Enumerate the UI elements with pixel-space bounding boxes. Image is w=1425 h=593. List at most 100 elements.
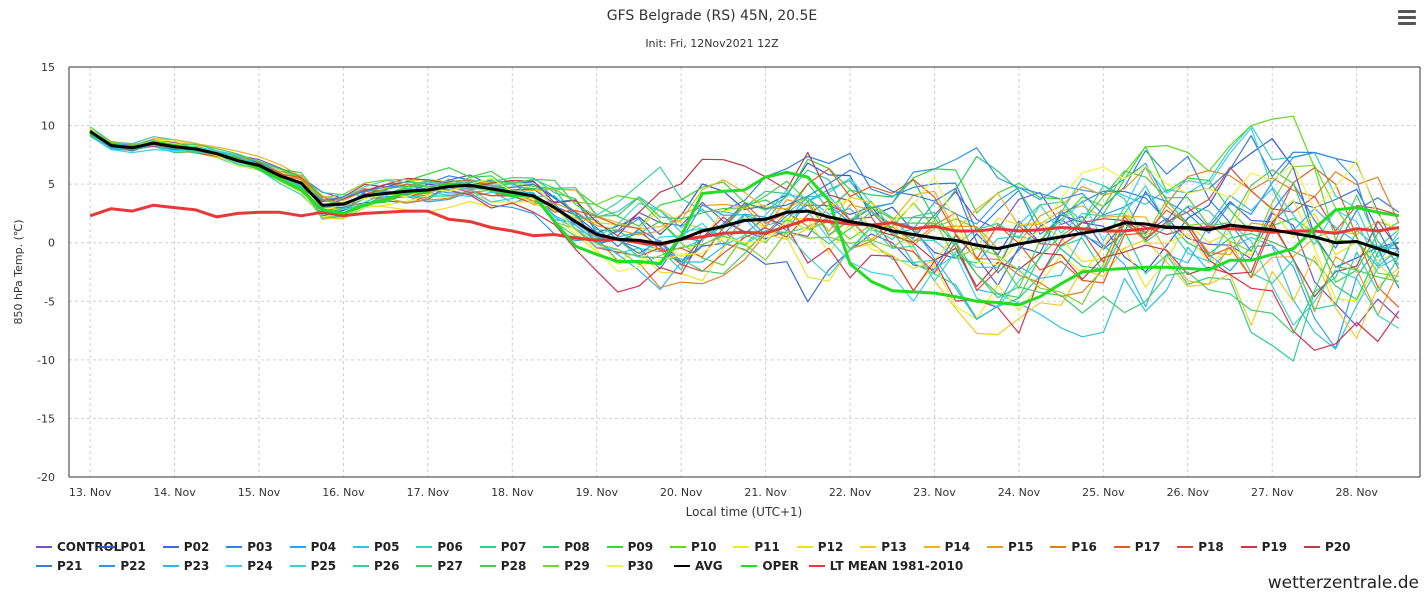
legend-label: P16	[1071, 540, 1097, 554]
legend-item-avg[interactable]: AVG	[674, 558, 723, 575]
legend-item-p03[interactable]: P03	[226, 539, 273, 556]
x-tick-label: 20. Nov	[660, 486, 703, 499]
legend-item-p11[interactable]: P11	[733, 539, 780, 556]
legend-swatch	[860, 545, 877, 548]
legend-swatch	[353, 545, 369, 548]
legend-item-p21[interactable]: P21	[36, 558, 83, 575]
legend-item-p05[interactable]: P05	[353, 539, 400, 556]
legend-item-lt-mean-1981-2010[interactable]: LT MEAN 1981-2010	[808, 558, 964, 575]
legend-item-p23[interactable]: P23	[162, 558, 209, 575]
legend-item-control[interactable]: CONTROL	[36, 539, 121, 556]
legend-item-p27[interactable]: P27	[416, 558, 463, 575]
legend-label: P02	[183, 540, 210, 554]
y-tick-label: -10	[37, 354, 55, 367]
legend-label: P11	[754, 540, 780, 554]
legend-item-p06[interactable]: P06	[416, 539, 463, 556]
legend-swatch	[606, 564, 623, 567]
legend-label: P24	[247, 559, 273, 573]
legend-swatch	[226, 545, 243, 548]
legend-swatch	[36, 545, 52, 548]
legend-label: P15	[1008, 540, 1034, 554]
legend-item-p15[interactable]: P15	[987, 539, 1034, 556]
legend-label: P10	[691, 540, 717, 554]
legend-swatch	[479, 564, 496, 567]
key-series	[89, 130, 1400, 307]
plot-area	[69, 67, 1420, 477]
legend-item-p12[interactable]: P12	[796, 539, 843, 556]
legend-item-p13[interactable]: P13	[860, 539, 907, 556]
legend-item-p26[interactable]: P26	[353, 558, 400, 575]
legend-swatch	[416, 564, 433, 567]
legend-item-p10[interactable]: P10	[670, 539, 717, 556]
hamburger-menu-icon[interactable]	[1398, 10, 1416, 26]
legend-swatch	[733, 545, 750, 548]
series-line-p28	[89, 131, 1400, 299]
legend-item-p07[interactable]: P07	[479, 539, 527, 556]
legend-swatch	[162, 564, 179, 567]
legend-swatch	[543, 564, 560, 567]
legend-item-p19[interactable]: P19	[1240, 539, 1288, 556]
axes: 15 10 5 0 -5 -10 -15 -20 13. Nov 14. Nov 15. Nov 16…	[37, 61, 1421, 499]
legend-item-p20[interactable]: P20	[1304, 539, 1351, 556]
legend-label: LT MEAN 1981-2010	[829, 559, 964, 573]
legend-row: P21 P22 P23 P24 P25 P26 P27 P28 P29 P30 AVG OPER LT …	[30, 558, 1410, 577]
legend-item-p30[interactable]: P30	[606, 558, 654, 575]
legend-swatch	[1113, 545, 1130, 548]
legend-label: P07	[500, 540, 527, 554]
x-tick-label: 15. Nov	[238, 486, 281, 499]
legend-swatch	[808, 564, 825, 567]
legend-swatch	[99, 564, 116, 567]
x-tick-label: 27. Nov	[1251, 486, 1294, 499]
legend-label: P13	[881, 540, 907, 554]
legend-item-p24[interactable]: P24	[226, 558, 273, 575]
series-line-p17	[89, 135, 1400, 308]
legend-swatch	[479, 545, 496, 548]
legend-label: P28	[500, 559, 527, 573]
legend-label: CONTROL	[57, 540, 122, 554]
legend-label: P26	[374, 559, 400, 573]
legend-label: P30	[627, 559, 654, 573]
legend-swatch	[987, 545, 1003, 548]
legend-item-p16[interactable]: P16	[1050, 539, 1097, 556]
legend-label: P06	[437, 540, 463, 554]
legend-item-p04[interactable]: P04	[289, 539, 336, 556]
legend-label: P03	[247, 540, 273, 554]
legend-label: P05	[374, 540, 400, 554]
x-tick-label: 14. Nov	[153, 486, 196, 499]
legend-label: P14	[944, 540, 971, 554]
legend-item-p14[interactable]: P14	[923, 539, 971, 556]
y-tick-label: 0	[48, 237, 55, 250]
legend-label: P19	[1261, 540, 1288, 554]
x-tick-label: 26. Nov	[1167, 486, 1210, 499]
watermark: wetterzentrale.de	[1267, 573, 1419, 593]
legend-item-p08[interactable]: P08	[543, 539, 590, 556]
legend-item-p18[interactable]: P18	[1177, 539, 1224, 556]
legend-label: P25	[310, 559, 337, 573]
x-tick-label: 16. Nov	[322, 486, 365, 499]
x-tick-label: 21. Nov	[744, 486, 787, 499]
legend-item-p09[interactable]: P09	[606, 539, 653, 556]
legend-item-p22[interactable]: P22	[99, 558, 146, 575]
x-tick-label: 17. Nov	[407, 486, 450, 499]
legend-item-p17[interactable]: P17	[1113, 539, 1160, 556]
legend-item-p25[interactable]: P25	[289, 558, 337, 575]
x-tick-label: 13. Nov	[69, 486, 112, 499]
series-line-p16	[89, 127, 1400, 298]
x-tick-label: 22. Nov	[829, 486, 872, 499]
legend-item-p28[interactable]: P28	[479, 558, 527, 575]
chart-title: GFS Belgrade (RS) 45N, 20.5E	[607, 8, 817, 24]
legend-swatch	[289, 564, 306, 567]
legend-item-p29[interactable]: P29	[543, 558, 590, 575]
legend-swatch	[741, 564, 758, 567]
legend-swatch	[670, 545, 686, 548]
legend-swatch	[1050, 545, 1067, 548]
chart-subtitle: Init: Fri, 12Nov2021 12Z	[645, 37, 779, 50]
legend-item-oper[interactable]: OPER	[741, 558, 799, 575]
legend-swatch	[353, 564, 369, 567]
series-line-avg	[89, 130, 1400, 258]
x-axis-label: Local time (UTC+1)	[686, 505, 803, 519]
legend-item-p02[interactable]: P02	[162, 539, 210, 556]
y-tick-label: -5	[44, 295, 55, 308]
legend-item-p01[interactable]: P01	[99, 539, 146, 556]
